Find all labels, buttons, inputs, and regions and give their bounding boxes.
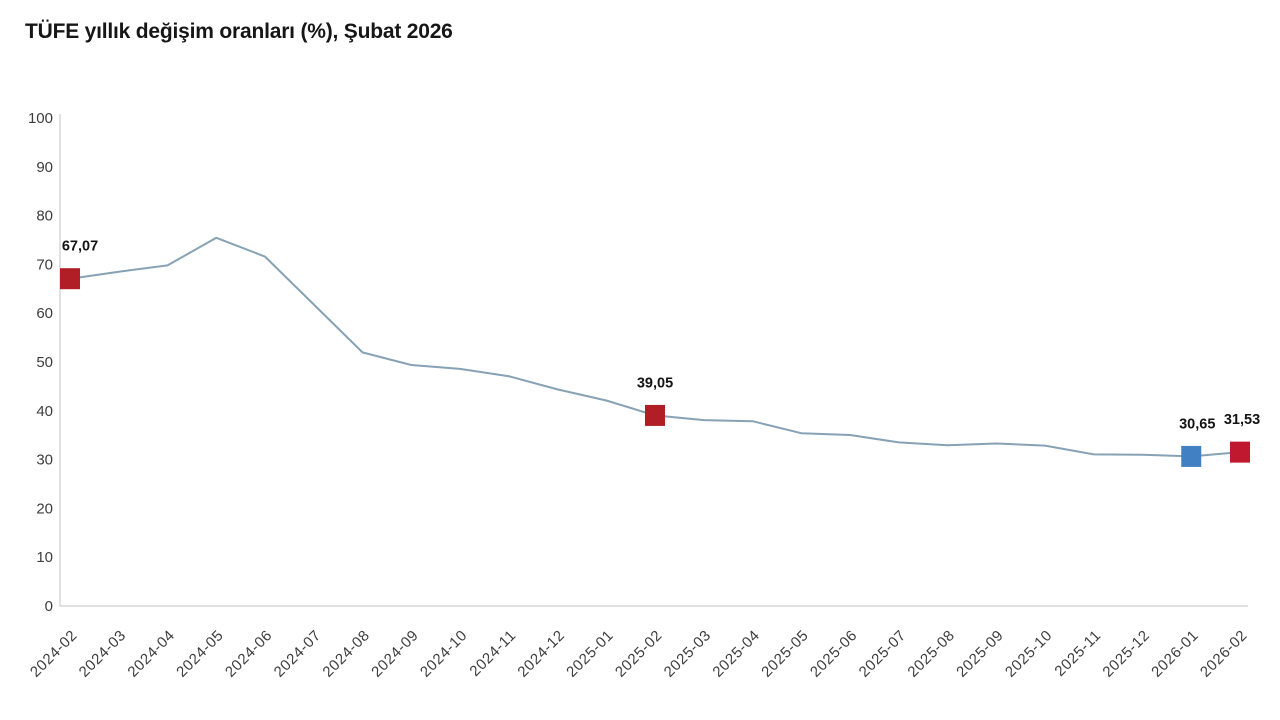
x-tick-label: 2024-02: [27, 627, 81, 681]
y-tick-label: 40: [36, 403, 53, 420]
chart-title: TÜFE yıllık değişim oranları (%), Şubat …: [25, 20, 453, 43]
x-tick-label: 2024-11: [466, 627, 519, 680]
x-tick-label: 2025-07: [856, 627, 910, 681]
x-tick-label: 2026-02: [1197, 627, 1251, 681]
x-tick-label: 2025-10: [1002, 627, 1056, 681]
x-tick-label: 2024-09: [368, 627, 422, 681]
data-point-label: 30,65: [1179, 416, 1215, 432]
y-tick-label: 0: [45, 598, 53, 615]
y-tick-label: 100: [28, 110, 53, 127]
x-tick-label: 2025-04: [709, 627, 763, 681]
x-tick-label: 2024-03: [76, 627, 130, 681]
y-tick-label: 10: [36, 549, 53, 566]
data-point-marker: [60, 268, 80, 290]
x-tick-label: 2025-01: [563, 627, 617, 681]
x-tick-label: 2024-05: [173, 627, 227, 681]
x-tick-label: 2025-11: [1051, 627, 1104, 680]
x-tick-label: 2024-08: [319, 627, 373, 681]
x-tick-label: 2024-10: [417, 627, 471, 681]
x-tick-label: 2024-06: [222, 627, 276, 681]
y-tick-label: 80: [36, 208, 53, 225]
y-tick-label: 20: [36, 500, 53, 517]
x-tick-label: 2024-04: [124, 627, 178, 681]
x-tick-label: 2025-09: [953, 627, 1007, 681]
data-point-marker: [1181, 445, 1202, 467]
y-tick-label: 60: [36, 305, 53, 322]
data-point-marker: [645, 404, 665, 426]
x-tick-label: 2025-02: [612, 627, 666, 681]
data-point-label: 39,05: [637, 375, 673, 391]
y-tick-label: 50: [36, 354, 53, 371]
y-tick-label: 90: [36, 159, 53, 176]
data-point-label: 67,07: [62, 239, 98, 255]
x-tick-label: 2025-08: [904, 627, 958, 681]
y-tick-label: 30: [36, 452, 53, 469]
x-tick-label: 2024-12: [514, 627, 568, 681]
y-tick-label: 70: [36, 256, 53, 273]
x-tick-label: 2025-05: [758, 627, 812, 681]
data-point-marker: [1230, 441, 1250, 463]
x-tick-label: 2026-01: [1148, 627, 1202, 681]
data-point-label: 31,53: [1224, 412, 1260, 428]
x-tick-label: 2025-06: [807, 627, 861, 681]
x-tick-label: 2024-07: [271, 627, 325, 681]
x-tick-label: 2025-03: [661, 627, 715, 681]
x-tick-label: 2025-12: [1099, 627, 1153, 681]
